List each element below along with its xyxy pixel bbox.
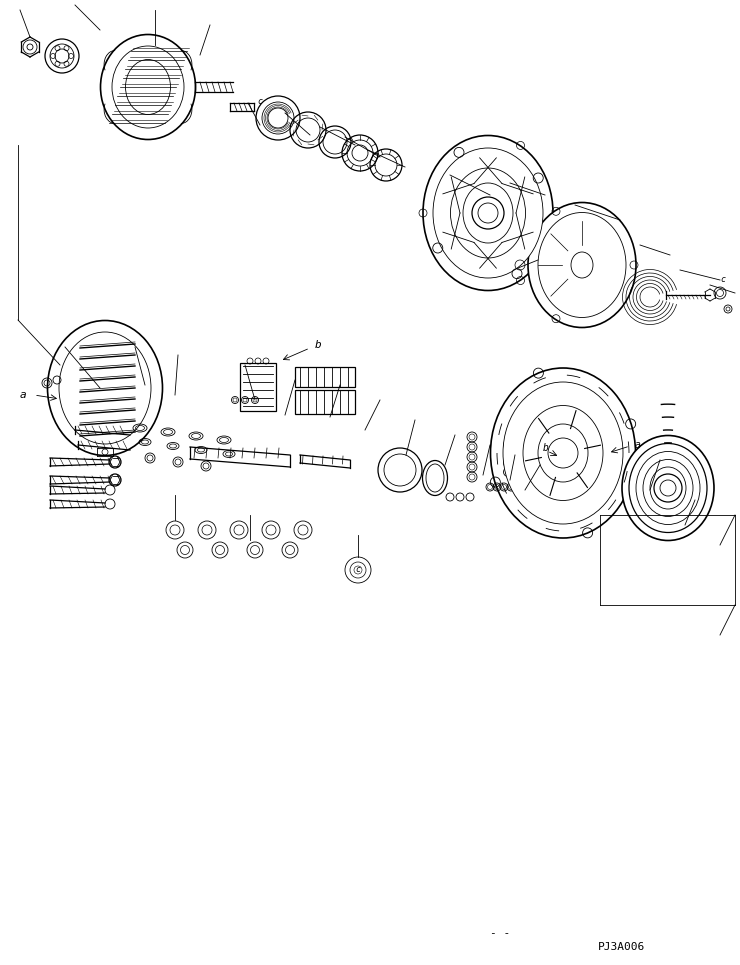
Text: c: c bbox=[257, 96, 262, 105]
Ellipse shape bbox=[528, 203, 636, 327]
Text: a: a bbox=[635, 440, 641, 450]
Ellipse shape bbox=[629, 444, 707, 533]
Text: c: c bbox=[720, 275, 725, 285]
Ellipse shape bbox=[650, 467, 686, 509]
Text: b: b bbox=[543, 443, 549, 453]
Text: b: b bbox=[315, 340, 322, 350]
Ellipse shape bbox=[59, 332, 151, 444]
Text: - -: - - bbox=[490, 928, 511, 938]
Ellipse shape bbox=[538, 212, 626, 317]
Ellipse shape bbox=[451, 168, 525, 258]
Ellipse shape bbox=[523, 405, 603, 501]
Ellipse shape bbox=[47, 320, 163, 455]
Ellipse shape bbox=[423, 135, 553, 290]
Text: PJ3A006: PJ3A006 bbox=[598, 942, 645, 952]
Text: c: c bbox=[355, 565, 360, 574]
Ellipse shape bbox=[433, 148, 543, 278]
Bar bbox=[295, 367, 355, 387]
Ellipse shape bbox=[112, 46, 184, 128]
Ellipse shape bbox=[491, 368, 636, 538]
Ellipse shape bbox=[538, 424, 588, 482]
Ellipse shape bbox=[463, 183, 513, 243]
Ellipse shape bbox=[643, 459, 693, 516]
Ellipse shape bbox=[636, 452, 700, 525]
Bar bbox=[295, 390, 355, 414]
Ellipse shape bbox=[126, 60, 170, 115]
Ellipse shape bbox=[101, 35, 195, 140]
Bar bbox=[240, 363, 276, 411]
Ellipse shape bbox=[503, 382, 623, 524]
Ellipse shape bbox=[622, 435, 714, 540]
Text: a: a bbox=[20, 390, 27, 400]
